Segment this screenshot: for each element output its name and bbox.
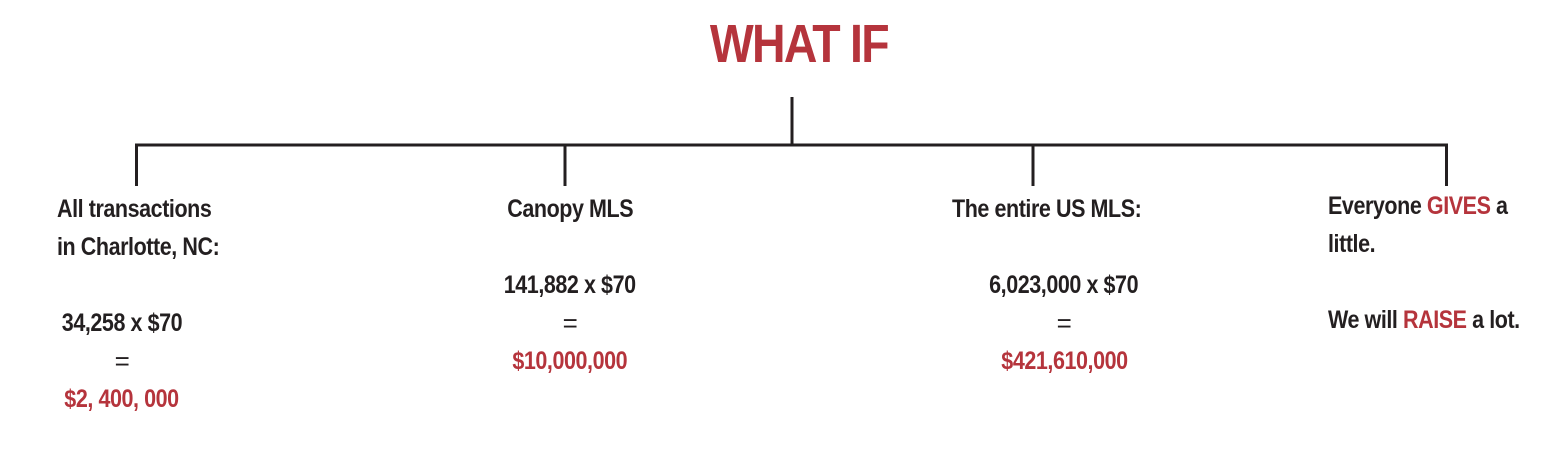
branch-charlotte: All transactions in Charlotte, NC: 34,25… [57,190,246,413]
gives-line1-post: a [1490,192,1508,220]
us-mls-result: $421,610,000 [1000,347,1128,375]
raise-line-post: a lot. [1466,306,1520,334]
canopy-equals: = [562,308,578,338]
raise-line: We will RAISE a lot. [1328,301,1520,339]
canopy-result: $10,000,000 [512,347,628,375]
us-mls-formula: 6,023,000 x $70 [989,271,1139,299]
branch-us-mls: The entire US MLS: 6,023,000 x $70 = $42… [952,190,1172,375]
charlotte-heading-line2: in Charlotte, NC: [57,233,220,261]
charlotte-equals: = [114,346,130,376]
gives-line2: little. [1328,230,1376,258]
charlotte-heading-line1: All transactions [57,195,212,223]
canopy-heading: Canopy MLS [507,195,633,223]
gives-emphasis: GIVES [1426,192,1491,220]
us-mls-equals: = [1056,308,1072,338]
us-mls-heading: The entire US MLS: [952,195,1142,223]
gives-line1-pre: Everyone [1328,192,1427,220]
charlotte-result: $2, 400, 000 [64,385,180,413]
raise-emphasis: RAISE [1403,306,1467,334]
branch-everyone-gives: Everyone GIVES a little. We will RAISE a… [1328,187,1551,339]
raise-line-pre: We will [1328,306,1404,334]
diagram-title: WHAT IF [709,14,890,74]
branch-canopy-mls: Canopy MLS 141,882 x $70 = $10,000,000 [470,190,670,380]
charlotte-formula: 34,258 x $70 [61,309,183,337]
gives-line1: Everyone GIVES a [1328,187,1508,225]
canopy-formula: 141,882 x $70 [504,271,636,299]
